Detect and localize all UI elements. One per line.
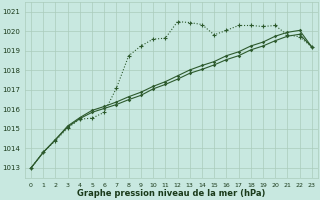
X-axis label: Graphe pression niveau de la mer (hPa): Graphe pression niveau de la mer (hPa) xyxy=(77,189,266,198)
